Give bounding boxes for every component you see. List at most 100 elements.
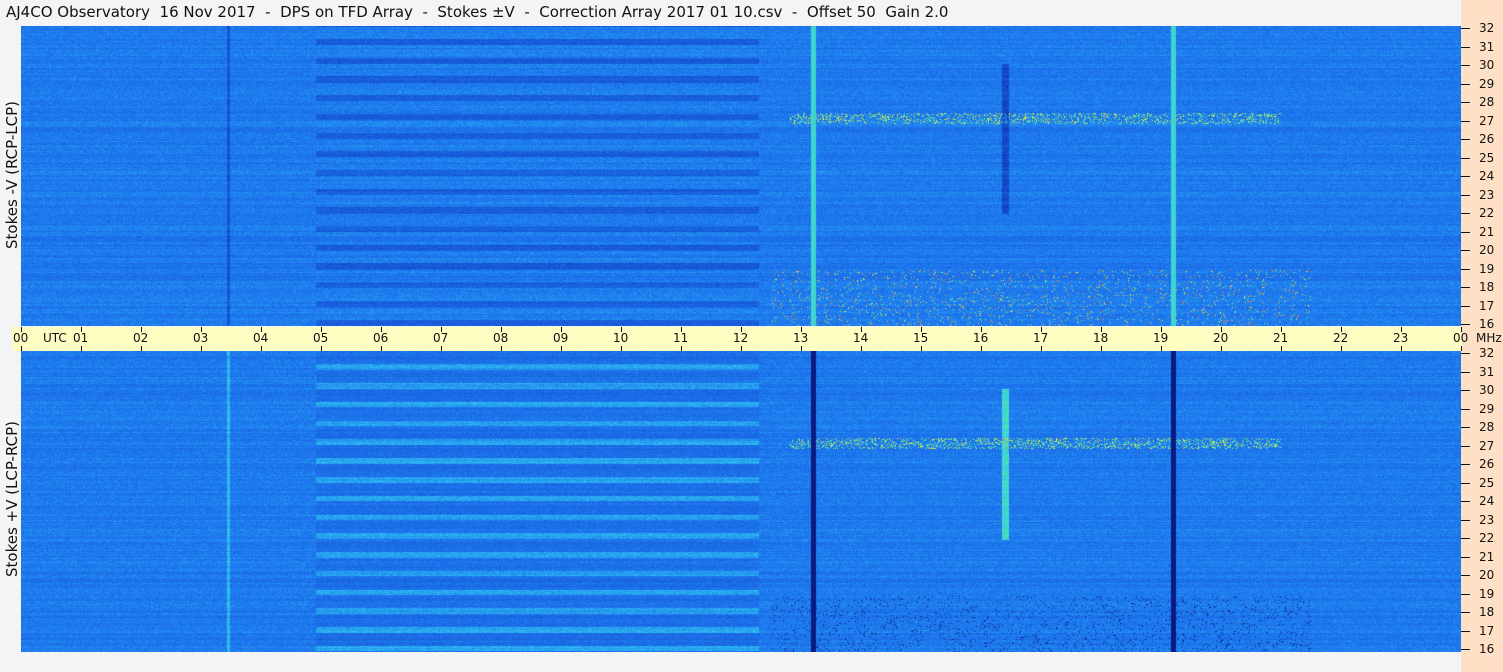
- x-tick-mark: [561, 346, 562, 351]
- x-tick-mark: [741, 346, 742, 351]
- y-tick-label: 21: [1479, 225, 1495, 239]
- y-tick-label: 23: [1479, 188, 1495, 202]
- y-tick-mark: [1461, 520, 1470, 521]
- y-tick-label: 31: [1479, 365, 1495, 379]
- y-tick-label: 27: [1479, 114, 1495, 128]
- y-tick-mark: [1461, 269, 1470, 270]
- x-tick-label: 10: [613, 331, 629, 345]
- x-tick-label: 19: [1153, 331, 1169, 345]
- x-tick-label: 06: [373, 331, 389, 345]
- y-tick-label: 23: [1479, 513, 1495, 527]
- y-tick-mark: [1461, 427, 1470, 428]
- x-tick-mark: [861, 327, 862, 332]
- y-tick-mark: [1461, 139, 1470, 140]
- x-tick-mark: [81, 327, 82, 332]
- bottom-spectrogram-stokes-plus-v: [21, 351, 1461, 652]
- y-tick-mark: [1461, 232, 1470, 233]
- x-tick-mark: [1401, 346, 1402, 351]
- y-tick-mark: [1461, 102, 1470, 103]
- y-tick-mark: [1461, 501, 1470, 502]
- y-tick-mark: [1461, 213, 1470, 214]
- x-tick-label: 21: [1273, 331, 1289, 345]
- y-tick-label: 25: [1479, 476, 1495, 490]
- y-tick-label: 24: [1479, 494, 1495, 508]
- x-tick-mark: [321, 346, 322, 351]
- y-tick-mark: [1461, 575, 1470, 576]
- x-tick-mark: [141, 327, 142, 332]
- x-tick-label: 01: [73, 331, 89, 345]
- y-tick-mark: [1461, 287, 1470, 288]
- x-tick-label: 12: [733, 331, 749, 345]
- y-tick-mark: [1461, 176, 1470, 177]
- x-tick-mark: [801, 327, 802, 332]
- y-tick-label: 21: [1479, 550, 1495, 564]
- x-tick-mark: [1461, 346, 1462, 351]
- y-tick-label: 19: [1479, 587, 1495, 601]
- top-spectrogram-stokes-minus-v: [21, 26, 1461, 326]
- x-tick-mark: [1101, 346, 1102, 351]
- x-tick-label: 09: [553, 331, 569, 345]
- x-tick-mark: [201, 327, 202, 332]
- y-tick-mark: [1461, 409, 1470, 410]
- y-tick-label: 17: [1479, 624, 1495, 638]
- x-tick-mark: [201, 346, 202, 351]
- time-axis-band: [12, 327, 1462, 351]
- x-tick-mark: [981, 346, 982, 351]
- y-tick-label: 16: [1479, 317, 1495, 331]
- y-unit-label: MHz: [1476, 331, 1502, 345]
- y-tick-label: 24: [1479, 169, 1495, 183]
- y-tick-mark: [1461, 47, 1470, 48]
- y-tick-mark: [1461, 28, 1470, 29]
- y-tick-label: 22: [1479, 206, 1495, 220]
- y-tick-label: 26: [1479, 457, 1495, 471]
- x-tick-mark: [621, 327, 622, 332]
- x-tick-mark: [981, 327, 982, 332]
- y-tick-label: 27: [1479, 439, 1495, 453]
- x-tick-label: 11: [673, 331, 689, 345]
- x-tick-mark: [681, 346, 682, 351]
- y-tick-mark: [1461, 121, 1470, 122]
- x-tick-mark: [501, 346, 502, 351]
- y-tick-mark: [1461, 65, 1470, 66]
- x-tick-mark: [861, 346, 862, 351]
- x-tick-mark: [1341, 346, 1342, 351]
- y-tick-label: 25: [1479, 151, 1495, 165]
- x-tick-mark: [441, 327, 442, 332]
- y-tick-mark: [1461, 195, 1470, 196]
- y-tick-label: 28: [1479, 95, 1495, 109]
- y-tick-label: 26: [1479, 132, 1495, 146]
- x-tick-mark: [441, 346, 442, 351]
- y-tick-mark: [1461, 538, 1470, 539]
- x-tick-mark: [1161, 327, 1162, 332]
- x-tick-label: 03: [193, 331, 209, 345]
- frequency-axis-panel: [1461, 0, 1503, 672]
- y-tick-label: 32: [1479, 346, 1495, 360]
- y-tick-mark: [1461, 158, 1470, 159]
- x-tick-mark: [1221, 327, 1222, 332]
- x-tick-mark: [1461, 327, 1462, 332]
- y-tick-label: 16: [1479, 642, 1495, 656]
- x-tick-mark: [261, 346, 262, 351]
- x-tick-mark: [1281, 327, 1282, 332]
- x-tick-mark: [921, 346, 922, 351]
- y-tick-mark: [1461, 483, 1470, 484]
- x-tick-mark: [1401, 327, 1402, 332]
- y-tick-mark: [1461, 631, 1470, 632]
- y-tick-mark: [1461, 446, 1470, 447]
- x-tick-mark: [1341, 327, 1342, 332]
- x-tick-mark: [321, 327, 322, 332]
- y-tick-label: 32: [1479, 21, 1495, 35]
- x-tick-mark: [81, 346, 82, 351]
- y-tick-mark: [1461, 306, 1470, 307]
- x-tick-mark: [1041, 327, 1042, 332]
- y-tick-mark: [1461, 84, 1470, 85]
- x-tick-mark: [801, 346, 802, 351]
- x-tick-mark: [1281, 346, 1282, 351]
- y-tick-mark: [1461, 612, 1470, 613]
- x-tick-mark: [501, 327, 502, 332]
- x-tick-mark: [681, 327, 682, 332]
- x-tick-mark: [141, 346, 142, 351]
- y-tick-label: 31: [1479, 40, 1495, 54]
- x-tick-label: 23: [1393, 331, 1409, 345]
- x-tick-label: 04: [253, 331, 269, 345]
